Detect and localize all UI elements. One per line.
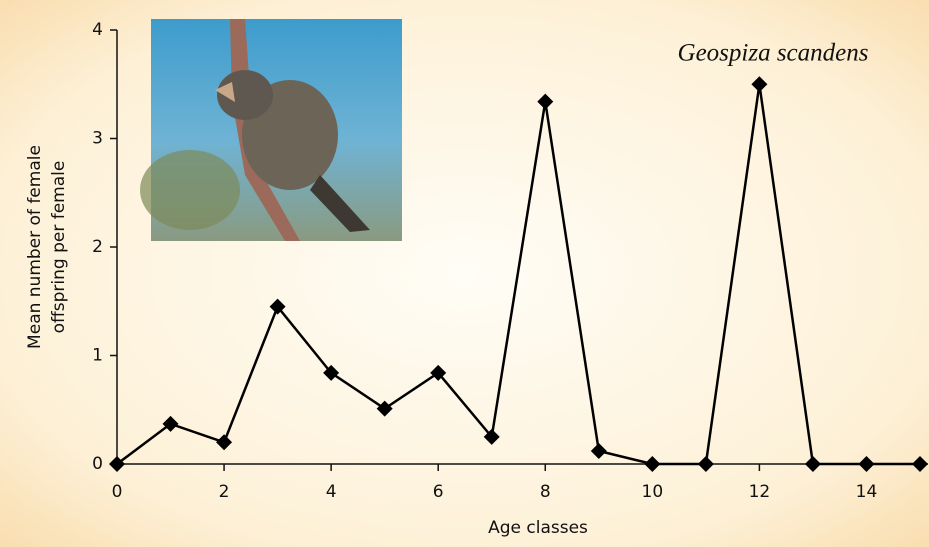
data-point [430, 364, 447, 381]
y-axis-label: Mean number of female offspring per fema… [25, 145, 69, 349]
data-point [483, 428, 500, 445]
x-tick-label: 4 [326, 482, 337, 502]
data-point [162, 415, 179, 432]
data-point [590, 442, 607, 459]
chart-title: Geospiza scandens [678, 40, 869, 67]
bird-photo [140, 19, 402, 241]
data-point [109, 456, 125, 472]
y-tick-label: 0 [92, 454, 103, 474]
data-point [376, 400, 393, 417]
y-tick-label: 1 [92, 346, 103, 366]
data-point [858, 456, 875, 472]
data-point [804, 456, 821, 472]
y-axis-label-line: Mean number of female [25, 145, 45, 349]
data-point [323, 364, 340, 381]
data-point [216, 434, 233, 451]
x-axis-label: Age classes [488, 518, 588, 538]
data-point [751, 76, 768, 93]
data-point [644, 456, 661, 472]
x-tick-label: 8 [540, 482, 551, 502]
x-tick-label: 2 [219, 482, 230, 502]
x-tick-label: 0 [112, 482, 123, 502]
data-point [537, 93, 554, 110]
x-tick-label: 6 [433, 482, 444, 502]
data-point [269, 298, 286, 315]
x-tick-label: 10 [642, 482, 664, 502]
x-tick-label: 14 [856, 482, 878, 502]
data-line [116, 84, 920, 466]
y-axis-label-line: offspring per female [49, 161, 69, 334]
y-tick-label: 3 [92, 129, 103, 149]
data-point [697, 456, 714, 472]
x-tick-label: 12 [749, 482, 771, 502]
y-tick-label: 4 [92, 20, 103, 40]
y-tick-label: 2 [92, 237, 103, 257]
data-point [912, 456, 928, 472]
